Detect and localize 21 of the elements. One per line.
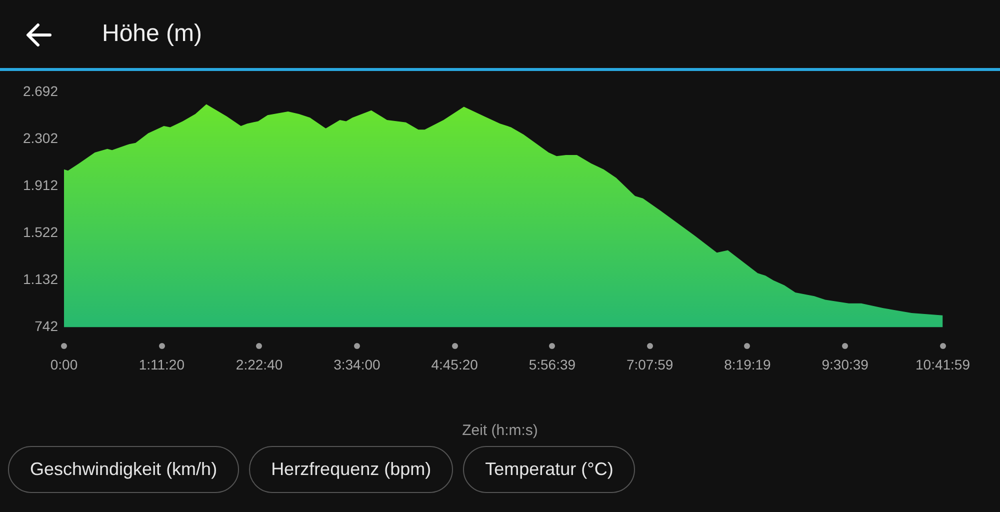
x-tick-label: 9:30:39: [822, 356, 869, 372]
x-tick-label: 3:34:00: [334, 356, 380, 372]
text: Geschwindigkeit (km/h): [8, 446, 240, 493]
x-tick-label: 8:19:19: [724, 356, 772, 372]
x-tick-label: 4:45:20: [431, 356, 478, 372]
x-tick-label: 7:07:59: [626, 356, 674, 372]
chart-title: Höhe (m): [102, 20, 202, 48]
x-tick-label: 10:41:59: [916, 356, 970, 372]
y-tick-label: 2.692: [22, 82, 58, 99]
x-tick-label: 0:00: [50, 356, 78, 372]
y-tick-label: 2.302: [22, 130, 58, 146]
x-tick-label: 5:56:39: [528, 356, 576, 372]
y-tick-label: 742: [34, 318, 58, 334]
text: Temperatur (°C): [463, 446, 636, 493]
x-tick-label: 1:11:20: [138, 356, 185, 372]
x-tick-label: 2:22:40: [236, 356, 283, 372]
y-tick-label: 1.912: [22, 176, 58, 193]
y-tick-label: 1.132: [22, 271, 58, 288]
x-axis-title: Zeit (h:m:s): [461, 422, 539, 439]
y-tick-label: 1.522: [22, 224, 58, 240]
text: Herzfrequenz (bpm): [249, 446, 454, 493]
